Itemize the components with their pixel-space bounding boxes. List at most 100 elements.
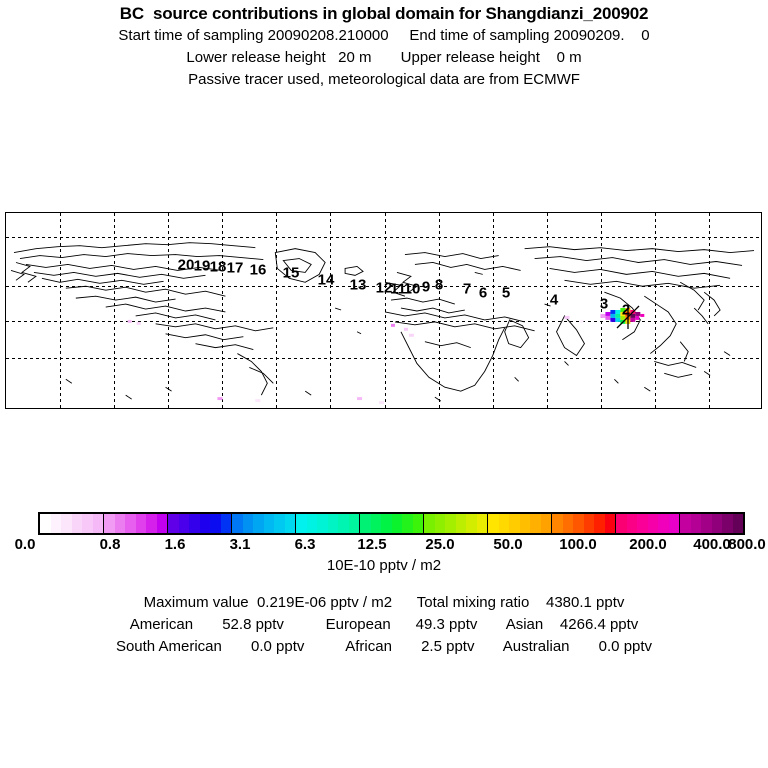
colorbar-segment [232, 514, 296, 533]
colorbar-step [732, 514, 743, 533]
world-map-panel: 20 19 18 17 16 15 14 13 12 11 10 9 8 7 6 5 4 3 2 [5, 212, 762, 409]
gridline-vertical [385, 213, 386, 408]
page-title: BC source contributions in global domain… [119, 4, 649, 23]
colorbar-step [114, 514, 125, 533]
sampling-time-line: Start time of sampling 20090208.210000 E… [118, 27, 650, 44]
colorbar-step [690, 514, 701, 533]
colorbar-tick-label: 50.0 [493, 536, 523, 553]
colorbar-step [519, 514, 530, 533]
colorbar-step [658, 514, 669, 533]
gridline-horizontal [6, 321, 761, 322]
colorbar-step [370, 514, 381, 533]
gridline-horizontal [6, 286, 761, 287]
colorbar-tick-label: 400.0 [693, 536, 731, 553]
colorbar-step [402, 514, 413, 533]
colorbar-segment [680, 514, 743, 533]
colorbar-step [412, 514, 423, 533]
colorbar-step [82, 514, 93, 533]
release-height-line: Lower release height 20 m Upper release … [186, 49, 582, 66]
gridline-vertical [222, 213, 223, 408]
colorbar-scale [38, 512, 745, 535]
colorbar-tick-label: 200.0 [629, 536, 667, 553]
region-line-1: American 52.8 pptv European 49.3 pptv As… [129, 616, 639, 633]
colorbar-step [668, 514, 679, 533]
colorbar-step [306, 514, 317, 533]
colorbar-step [381, 514, 392, 533]
colorbar-step [178, 514, 189, 533]
colorbar-step [284, 514, 295, 533]
colorbar-step [424, 514, 435, 533]
colorbar-step [92, 514, 103, 533]
colorbar-step [189, 514, 200, 533]
colorbar-step [391, 514, 402, 533]
colorbar-step [135, 514, 146, 533]
colorbar-segment [616, 514, 680, 533]
tracer-plume-overlay [127, 308, 645, 405]
colorbar-step [360, 514, 371, 533]
colorbar-step [594, 514, 605, 533]
colorbar-step [199, 514, 210, 533]
colorbar-step [71, 514, 82, 533]
colorbar-tick-label: 100.0 [559, 536, 597, 553]
colorbar-step [125, 514, 136, 533]
colorbar-step [40, 514, 51, 533]
colorbar-step [573, 514, 584, 533]
colorbar-step [476, 514, 487, 533]
colorbar-tick-label: 12.5 [357, 536, 387, 553]
colorbar-step [296, 514, 307, 533]
colorbar-step [434, 514, 445, 533]
colorbar-step [604, 514, 615, 533]
colorbar-step [552, 514, 563, 533]
colorbar-step [263, 514, 274, 533]
colorbar-step [327, 514, 338, 533]
gridline-vertical [276, 213, 277, 408]
colorbar-segment [296, 514, 360, 533]
colorbar-step [317, 514, 328, 533]
gridline-vertical [114, 213, 115, 408]
colorbar-step [637, 514, 648, 533]
colorbar-step [540, 514, 551, 533]
gridline-vertical [601, 213, 602, 408]
colorbar-step [583, 514, 594, 533]
colorbar-step [253, 514, 264, 533]
colorbar-segment [424, 514, 488, 533]
statistics-block: Maximum value 0.219E-06 pptv / m2 Total … [0, 592, 768, 658]
colorbar-tick-label: 3.1 [229, 536, 251, 553]
colorbar-step [455, 514, 466, 533]
tracer-meteorology-line: Passive tracer used, meteorological data… [188, 71, 580, 88]
colorbar-step [61, 514, 72, 533]
gridline-vertical [330, 213, 331, 408]
colorbar-step [242, 514, 253, 533]
gridline-horizontal [6, 237, 761, 238]
gridline-vertical [709, 213, 710, 408]
colorbar-step [488, 514, 499, 533]
colorbar-step [562, 514, 573, 533]
colorbar-step [498, 514, 509, 533]
gridline-vertical [60, 213, 61, 408]
gridline-vertical [493, 213, 494, 408]
colorbar-step [445, 514, 456, 533]
colorbar-tick-label: 1.6 [164, 536, 186, 553]
colorbar-step [711, 514, 722, 533]
colorbar-step [722, 514, 733, 533]
gridline-vertical [168, 213, 169, 408]
colorbar-step [466, 514, 477, 533]
colorbar-step [509, 514, 520, 533]
colorbar-segment [104, 514, 168, 533]
max-value-line: Maximum value 0.219E-06 pptv / m2 Total … [143, 594, 625, 611]
colorbar-tick-label: 800.0 [728, 536, 766, 553]
gridline-horizontal [6, 358, 761, 359]
release-point-marker [616, 305, 640, 329]
colorbar-tick-label: 6.3 [294, 536, 316, 553]
colorbar-step [680, 514, 691, 533]
colorbar-step [616, 514, 627, 533]
colorbar-step [156, 514, 167, 533]
colorbar-step [168, 514, 179, 533]
colorbar-step [104, 514, 115, 533]
colorbar-step [232, 514, 243, 533]
colorbar-step [146, 514, 157, 533]
header-block: BC source contributions in global domain… [0, 0, 768, 91]
colorbar-step [210, 514, 221, 533]
colorbar-step [274, 514, 285, 533]
colorbar-step [701, 514, 712, 533]
